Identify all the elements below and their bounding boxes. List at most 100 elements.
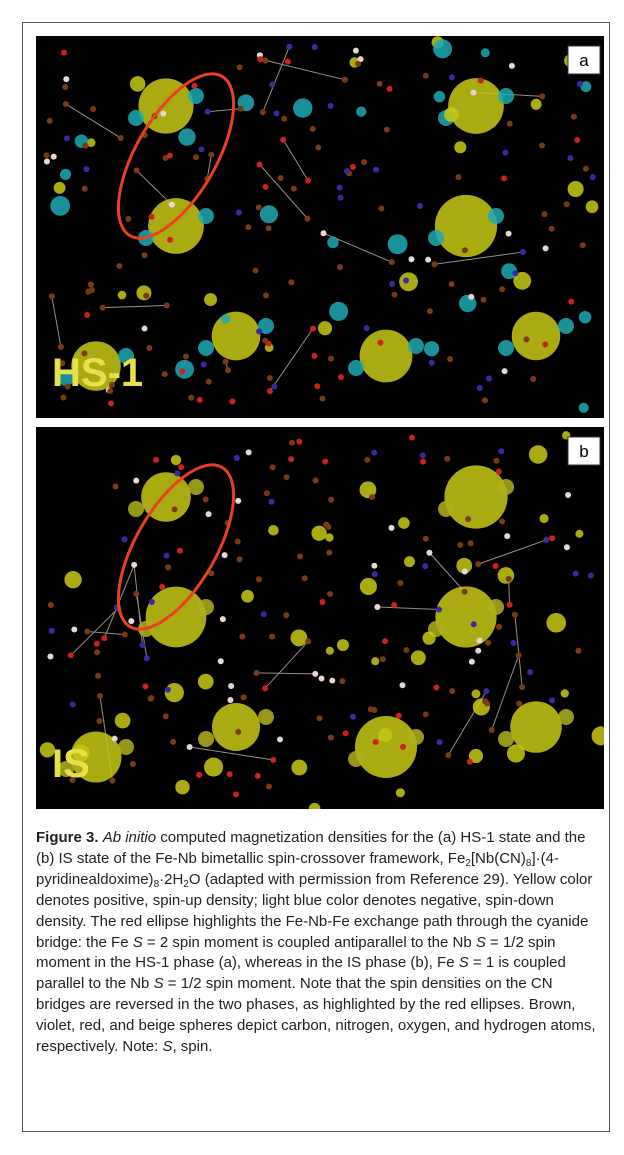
spin-density: [130, 76, 145, 91]
atom: [317, 715, 323, 721]
atom: [539, 143, 545, 149]
spin-density: [188, 88, 204, 104]
spin-density: [438, 501, 454, 517]
atom: [437, 739, 443, 745]
atom: [149, 214, 155, 220]
atom: [170, 739, 176, 745]
atom: [302, 575, 308, 581]
spin-density: [539, 514, 548, 523]
atom: [573, 571, 579, 577]
atom: [179, 368, 185, 374]
atom: [122, 536, 128, 542]
spin-density: [561, 689, 569, 697]
atom: [261, 611, 267, 617]
atom: [118, 135, 124, 141]
caption-italic: S: [154, 975, 164, 992]
atom: [403, 277, 409, 283]
atom: [139, 642, 145, 648]
atom: [236, 210, 242, 216]
atom: [426, 550, 432, 556]
atom: [312, 671, 318, 677]
spin-density: [293, 98, 312, 117]
atom: [266, 784, 272, 790]
atom: [480, 297, 486, 303]
atom: [327, 591, 333, 597]
atom: [311, 353, 317, 359]
atom: [220, 616, 226, 622]
atom: [445, 752, 451, 758]
atom: [256, 204, 262, 210]
atom: [233, 791, 239, 797]
atom: [153, 457, 159, 463]
atom: [164, 553, 170, 559]
atom: [177, 548, 183, 554]
atom: [350, 164, 356, 170]
atom: [263, 292, 269, 298]
atom: [196, 772, 202, 778]
atom: [425, 257, 431, 263]
spin-density: [198, 208, 214, 224]
atom: [328, 735, 334, 741]
atom: [457, 542, 463, 548]
atom: [100, 305, 106, 311]
spin-density: [258, 709, 274, 725]
atom: [253, 268, 259, 274]
bond: [283, 140, 308, 181]
atom: [328, 497, 334, 503]
atom: [267, 375, 273, 381]
atom: [397, 580, 403, 586]
atom: [493, 563, 499, 569]
caption-text: [Nb(CN): [471, 850, 526, 867]
atom: [278, 175, 284, 181]
spin-density: [360, 578, 377, 595]
spin-density: [575, 530, 583, 538]
atom: [512, 612, 518, 618]
atom: [312, 477, 318, 483]
panel-image: aHS-1: [36, 36, 604, 418]
atom: [109, 778, 115, 784]
atom: [269, 82, 275, 88]
atom: [260, 109, 266, 115]
spin-density: [558, 318, 574, 334]
spin-density: [291, 760, 307, 776]
atom: [237, 64, 243, 70]
atom: [133, 591, 139, 597]
spin-density: [398, 517, 410, 529]
spin-density: [146, 587, 207, 648]
spin-density: [448, 78, 504, 134]
atom: [310, 126, 316, 132]
spin-density: [444, 465, 507, 528]
panel-letter: b: [579, 442, 588, 461]
atom: [62, 84, 68, 90]
atom: [549, 535, 555, 541]
atom: [408, 256, 414, 262]
atom: [253, 670, 259, 676]
atom: [433, 685, 439, 691]
atom: [201, 362, 207, 368]
atom: [389, 281, 395, 287]
atom: [483, 688, 489, 694]
spin-density: [50, 196, 70, 216]
atom: [387, 86, 393, 92]
spin-density: [360, 330, 413, 383]
atom: [269, 634, 275, 640]
atom: [568, 299, 574, 305]
spin-density: [175, 360, 194, 379]
atom: [288, 279, 294, 285]
atom: [519, 684, 525, 690]
atom: [462, 568, 468, 574]
spin-density: [488, 208, 504, 224]
spin-density: [428, 230, 444, 246]
atom: [274, 110, 280, 116]
atom: [339, 678, 345, 684]
atom: [427, 308, 433, 314]
spin-density: [204, 757, 223, 776]
atom: [447, 356, 453, 362]
atom: [571, 114, 577, 120]
spin-density: [198, 674, 214, 690]
atom: [222, 552, 228, 558]
atom: [305, 638, 311, 644]
spin-density: [472, 689, 481, 698]
atom: [82, 186, 88, 192]
spin-density: [434, 91, 446, 103]
